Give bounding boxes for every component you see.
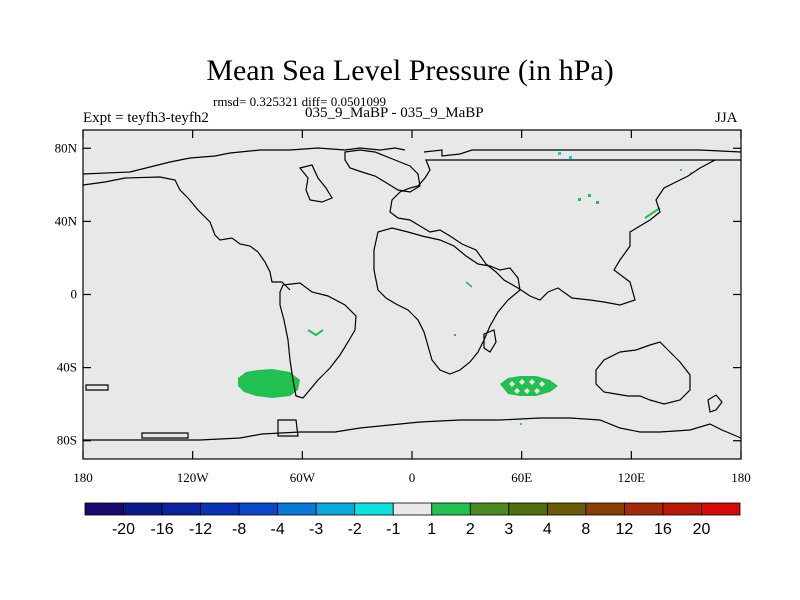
- colorbar-swatch: [315, 502, 356, 516]
- colorbar-label: 20: [693, 521, 711, 538]
- weddell-island: [277, 419, 299, 437]
- ross-ice-inlet: [141, 432, 189, 439]
- greenland: [344, 149, 421, 193]
- map-title: Mean Sea Level Pressure (in hPa): [206, 54, 614, 87]
- colorbar-label: -20: [112, 521, 135, 538]
- antarctica-outline: [83, 417, 742, 441]
- colorbar-swatch: [431, 502, 471, 516]
- colorbar-swatch: [508, 502, 548, 516]
- colorbar-swatch: [238, 502, 279, 516]
- colorbar-swatch: [662, 502, 702, 516]
- arctic-negative-dots: [520, 152, 692, 425]
- x-tick-label: 0: [409, 470, 416, 485]
- colorbar: -20 -16 -12 -8 -4 -3 -2 -1 1 2 3 4 8 12 16 20: [84, 502, 741, 538]
- colorbar-label: 8: [581, 521, 590, 538]
- x-tick-label: 180: [731, 470, 751, 485]
- colorbar-label: -12: [189, 521, 212, 538]
- field-fill: [238, 152, 692, 425]
- map-background: [83, 130, 741, 459]
- colorbar-label: 1: [427, 521, 436, 538]
- colorbar-swatch: [585, 502, 625, 516]
- colorbar-swatch: [277, 502, 317, 516]
- x-tick-label: 120E: [618, 470, 646, 485]
- y-tick-label: 80N: [55, 140, 78, 155]
- colorbar-swatch: [161, 502, 201, 516]
- colorbar-swatch: [84, 502, 124, 516]
- colorbar-label: -1: [386, 521, 400, 538]
- y-tick-label: 80S: [57, 433, 77, 448]
- x-tick-label: 60W: [290, 470, 316, 485]
- season-label: JJA: [715, 110, 738, 126]
- pacific-island: [85, 384, 109, 391]
- africa-positive-patch: [465, 281, 473, 288]
- colorbar-label: -2: [348, 521, 362, 538]
- y-tick-label: 40S: [57, 360, 77, 375]
- colorbar-label: 2: [466, 521, 475, 538]
- coastlines: [82, 147, 742, 441]
- experiment-label: Expt = teyfh3-teyfh2: [83, 110, 209, 126]
- australia-outline: [595, 341, 691, 405]
- x-tick-label: 60E: [511, 470, 532, 485]
- colorbar-label: -8: [232, 521, 246, 538]
- colorbar-swatch: [123, 502, 163, 516]
- colorbar-label: 4: [543, 521, 552, 538]
- eurasia-outline: [389, 149, 742, 306]
- americas-north-coast: [82, 147, 406, 175]
- north-america-outline: [82, 176, 291, 291]
- andes-positive-patch: [307, 329, 324, 337]
- south-america-outline: [279, 282, 357, 399]
- x-tick-label: 120W: [177, 470, 210, 485]
- axis-ticks: 80N 40N 0 40S 80S 180 120W 60W 0 60E 120E 180: [55, 130, 751, 485]
- x-tick-label: 180: [73, 470, 93, 485]
- pacific-nw-positive-patch: [644, 207, 661, 219]
- s-indian-holes: [509, 379, 545, 394]
- colorbar-swatch: [546, 502, 587, 516]
- se-pacific-positive-region: [238, 369, 300, 398]
- hudson-bay: [298, 164, 333, 203]
- stats-label: rmsd= 0.325321 diff= 0.0501099: [213, 94, 386, 109]
- y-tick-label: 40N: [55, 213, 78, 228]
- colorbar-label: 12: [616, 521, 634, 538]
- madagascar: [483, 329, 497, 353]
- asia-positive-dots: [454, 194, 599, 336]
- colorbar-swatch: [469, 502, 510, 516]
- colorbar-label: 3: [504, 521, 513, 538]
- colorbar-label: 16: [654, 521, 672, 538]
- colorbar-swatch: [354, 502, 394, 516]
- y-tick-label: 0: [71, 287, 78, 302]
- colorbar-swatch: [200, 502, 240, 516]
- colorbar-swatch: [392, 502, 433, 516]
- colorbar-swatch: [701, 502, 741, 516]
- run-label: 035_9_MaBP - 035_9_MaBP: [305, 105, 484, 121]
- colorbar-label: -16: [150, 521, 173, 538]
- colorbar-label: -4: [271, 521, 285, 538]
- colorbar-swatch: [624, 502, 664, 516]
- colorbar-label: -3: [309, 521, 323, 538]
- new-zealand: [707, 394, 723, 413]
